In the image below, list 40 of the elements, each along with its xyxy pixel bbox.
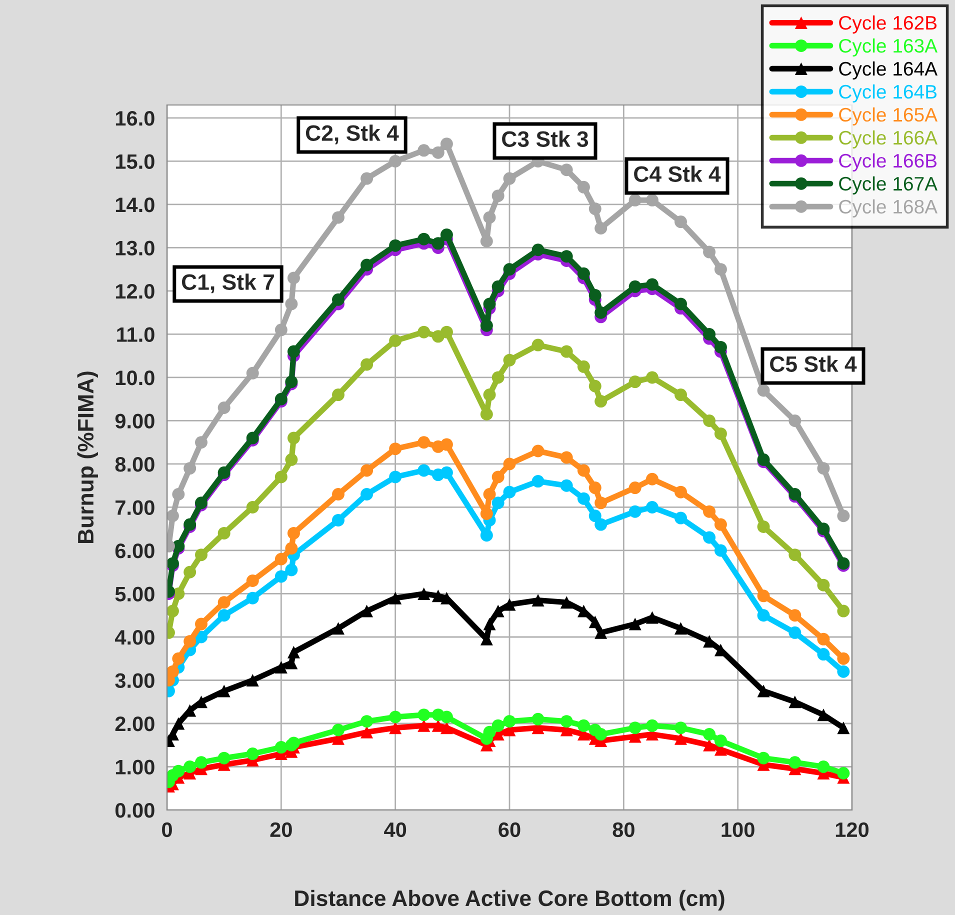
y-tick-label: 15.0: [116, 154, 154, 169]
y-tick-label: 6.00: [115, 543, 154, 558]
y-tick-label: 12.0: [116, 284, 154, 299]
legend-label: Cycle 168A: [839, 199, 938, 218]
annotation: C1, Stk 7: [182, 274, 274, 294]
legend-label: Cycle 162B: [839, 15, 937, 34]
x-tick-label: 0: [162, 822, 172, 838]
x-tick-label: 20: [270, 822, 292, 838]
y-tick-label: 11.0: [117, 327, 154, 342]
annotation: C4 Stk 4: [634, 166, 721, 182]
legend-label: Cycle 167A: [839, 176, 938, 194]
x-tick-label: 80: [612, 822, 634, 838]
annotation: C2, Stk 4: [306, 124, 399, 144]
legend-label: Cycle 163A: [839, 38, 938, 57]
y-tick-label: 9.00: [115, 414, 154, 428]
y-tick-label: 0.00: [115, 803, 154, 818]
y-axis-title: Burnup (%FIMA): [77, 372, 98, 544]
legend-label: Cycle 166B: [839, 153, 937, 172]
annotation: C3 Stk 3: [502, 130, 588, 147]
legend-label: Cycle 164B: [839, 84, 937, 103]
y-tick-label: 7.00: [116, 500, 154, 515]
x-tick-label: 40: [384, 822, 406, 838]
y-tick-label: 16.0: [116, 110, 154, 126]
legend-label: Cycle 166A: [839, 130, 938, 148]
y-tick-label: 1.00: [116, 760, 154, 774]
y-tick-label: 2.00: [115, 716, 154, 732]
x-tick-label: 120: [836, 822, 869, 838]
y-tick-label: 4.00: [114, 630, 154, 645]
y-tick-label: 10.0: [116, 370, 154, 386]
x-tick-label: 100: [722, 822, 754, 838]
legend-label: Cycle 165A: [839, 107, 938, 126]
y-tick-label: 8.00: [115, 456, 154, 472]
y-tick-label: 3.00: [115, 673, 154, 688]
legend-label: Cycle 164A: [839, 61, 938, 80]
x-axis-title: Distance Above Active Core Bottom (cm): [295, 890, 724, 911]
y-tick-label: 5.00: [115, 586, 154, 602]
annotation: C5 Stk 4: [770, 356, 857, 372]
y-tick-label: 14.0: [116, 197, 154, 212]
x-tick-label: 60: [498, 822, 520, 838]
y-tick-label: 13.0: [116, 240, 154, 256]
